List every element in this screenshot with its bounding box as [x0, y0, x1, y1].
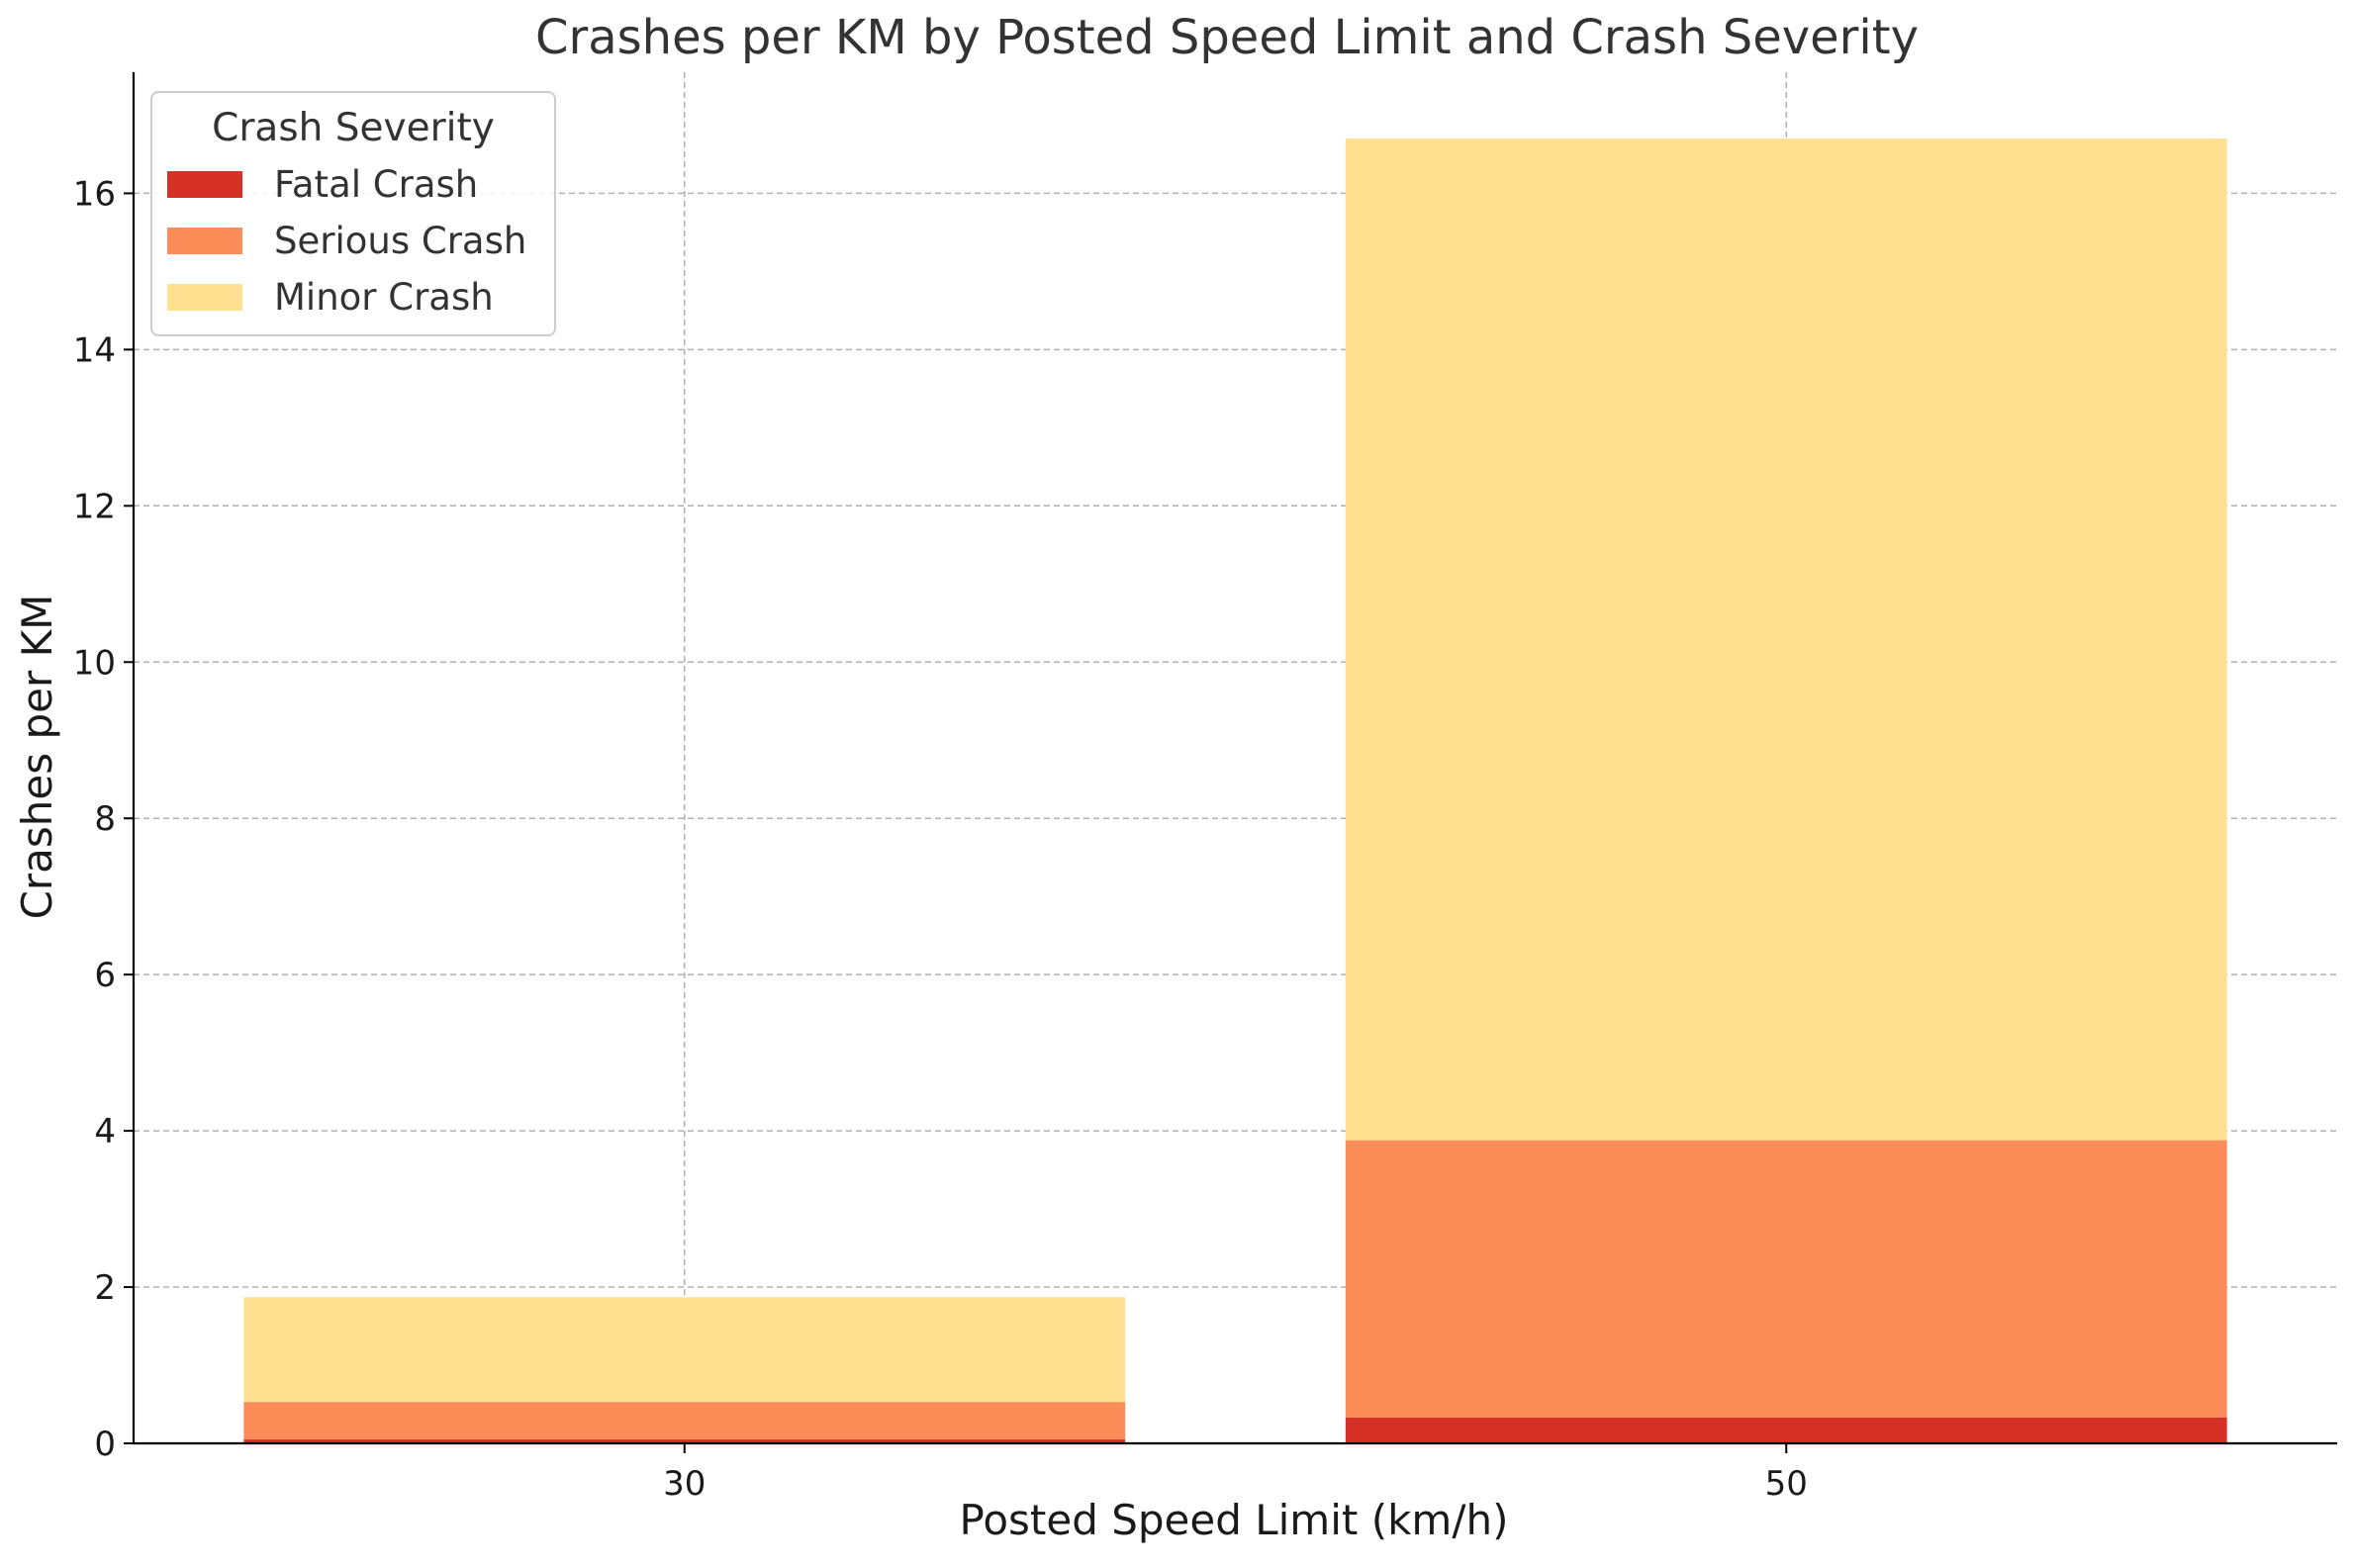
y-tick-label: 2 [94, 1268, 116, 1308]
x-tick-label: 30 [663, 1464, 706, 1504]
legend-entry-label: Serious Crash [274, 220, 526, 262]
legend-entry-label: Fatal Crash [274, 163, 478, 206]
x-axis-label: Posted Speed Limit (km/h) [960, 1496, 1509, 1544]
y-tick-label: 6 [94, 956, 116, 995]
bar-serious-crash-30 [243, 1402, 1126, 1440]
legend-box [150, 91, 556, 336]
x-tick-label: 50 [1765, 1464, 1808, 1504]
y-tick-label: 16 [73, 174, 116, 214]
bar-minor-crash-30 [243, 1297, 1126, 1403]
legend-swatch [167, 228, 242, 254]
chart-title: Crashes per KM by Posted Speed Limit and… [535, 10, 1919, 65]
bar-serious-crash-50 [1345, 1140, 2227, 1418]
legend-entry-label: Minor Crash [274, 276, 494, 319]
y-axis-label: Crashes per KM [13, 595, 61, 920]
legend-swatch [167, 284, 242, 311]
bar-fatal-crash-50 [1345, 1417, 2227, 1443]
bar-fatal-crash-30 [243, 1439, 1126, 1443]
y-tick-label: 12 [73, 487, 116, 526]
legend-swatch [167, 171, 242, 198]
y-tick-label: 8 [94, 799, 116, 839]
legend: Crash Severity Fatal Crash Serious Crash Mi… [150, 91, 556, 336]
y-tick-label: 0 [94, 1425, 116, 1464]
y-tick-label: 14 [73, 330, 116, 370]
legend-title: Crash Severity [212, 106, 495, 150]
bars [243, 138, 2227, 1443]
y-tick-label: 10 [73, 643, 116, 683]
axes: 0 2 4 6 8 10 12 14 16 30 50 [73, 72, 2337, 1504]
bar-minor-crash-50 [1345, 138, 2227, 1141]
y-tick-label: 4 [94, 1112, 116, 1152]
